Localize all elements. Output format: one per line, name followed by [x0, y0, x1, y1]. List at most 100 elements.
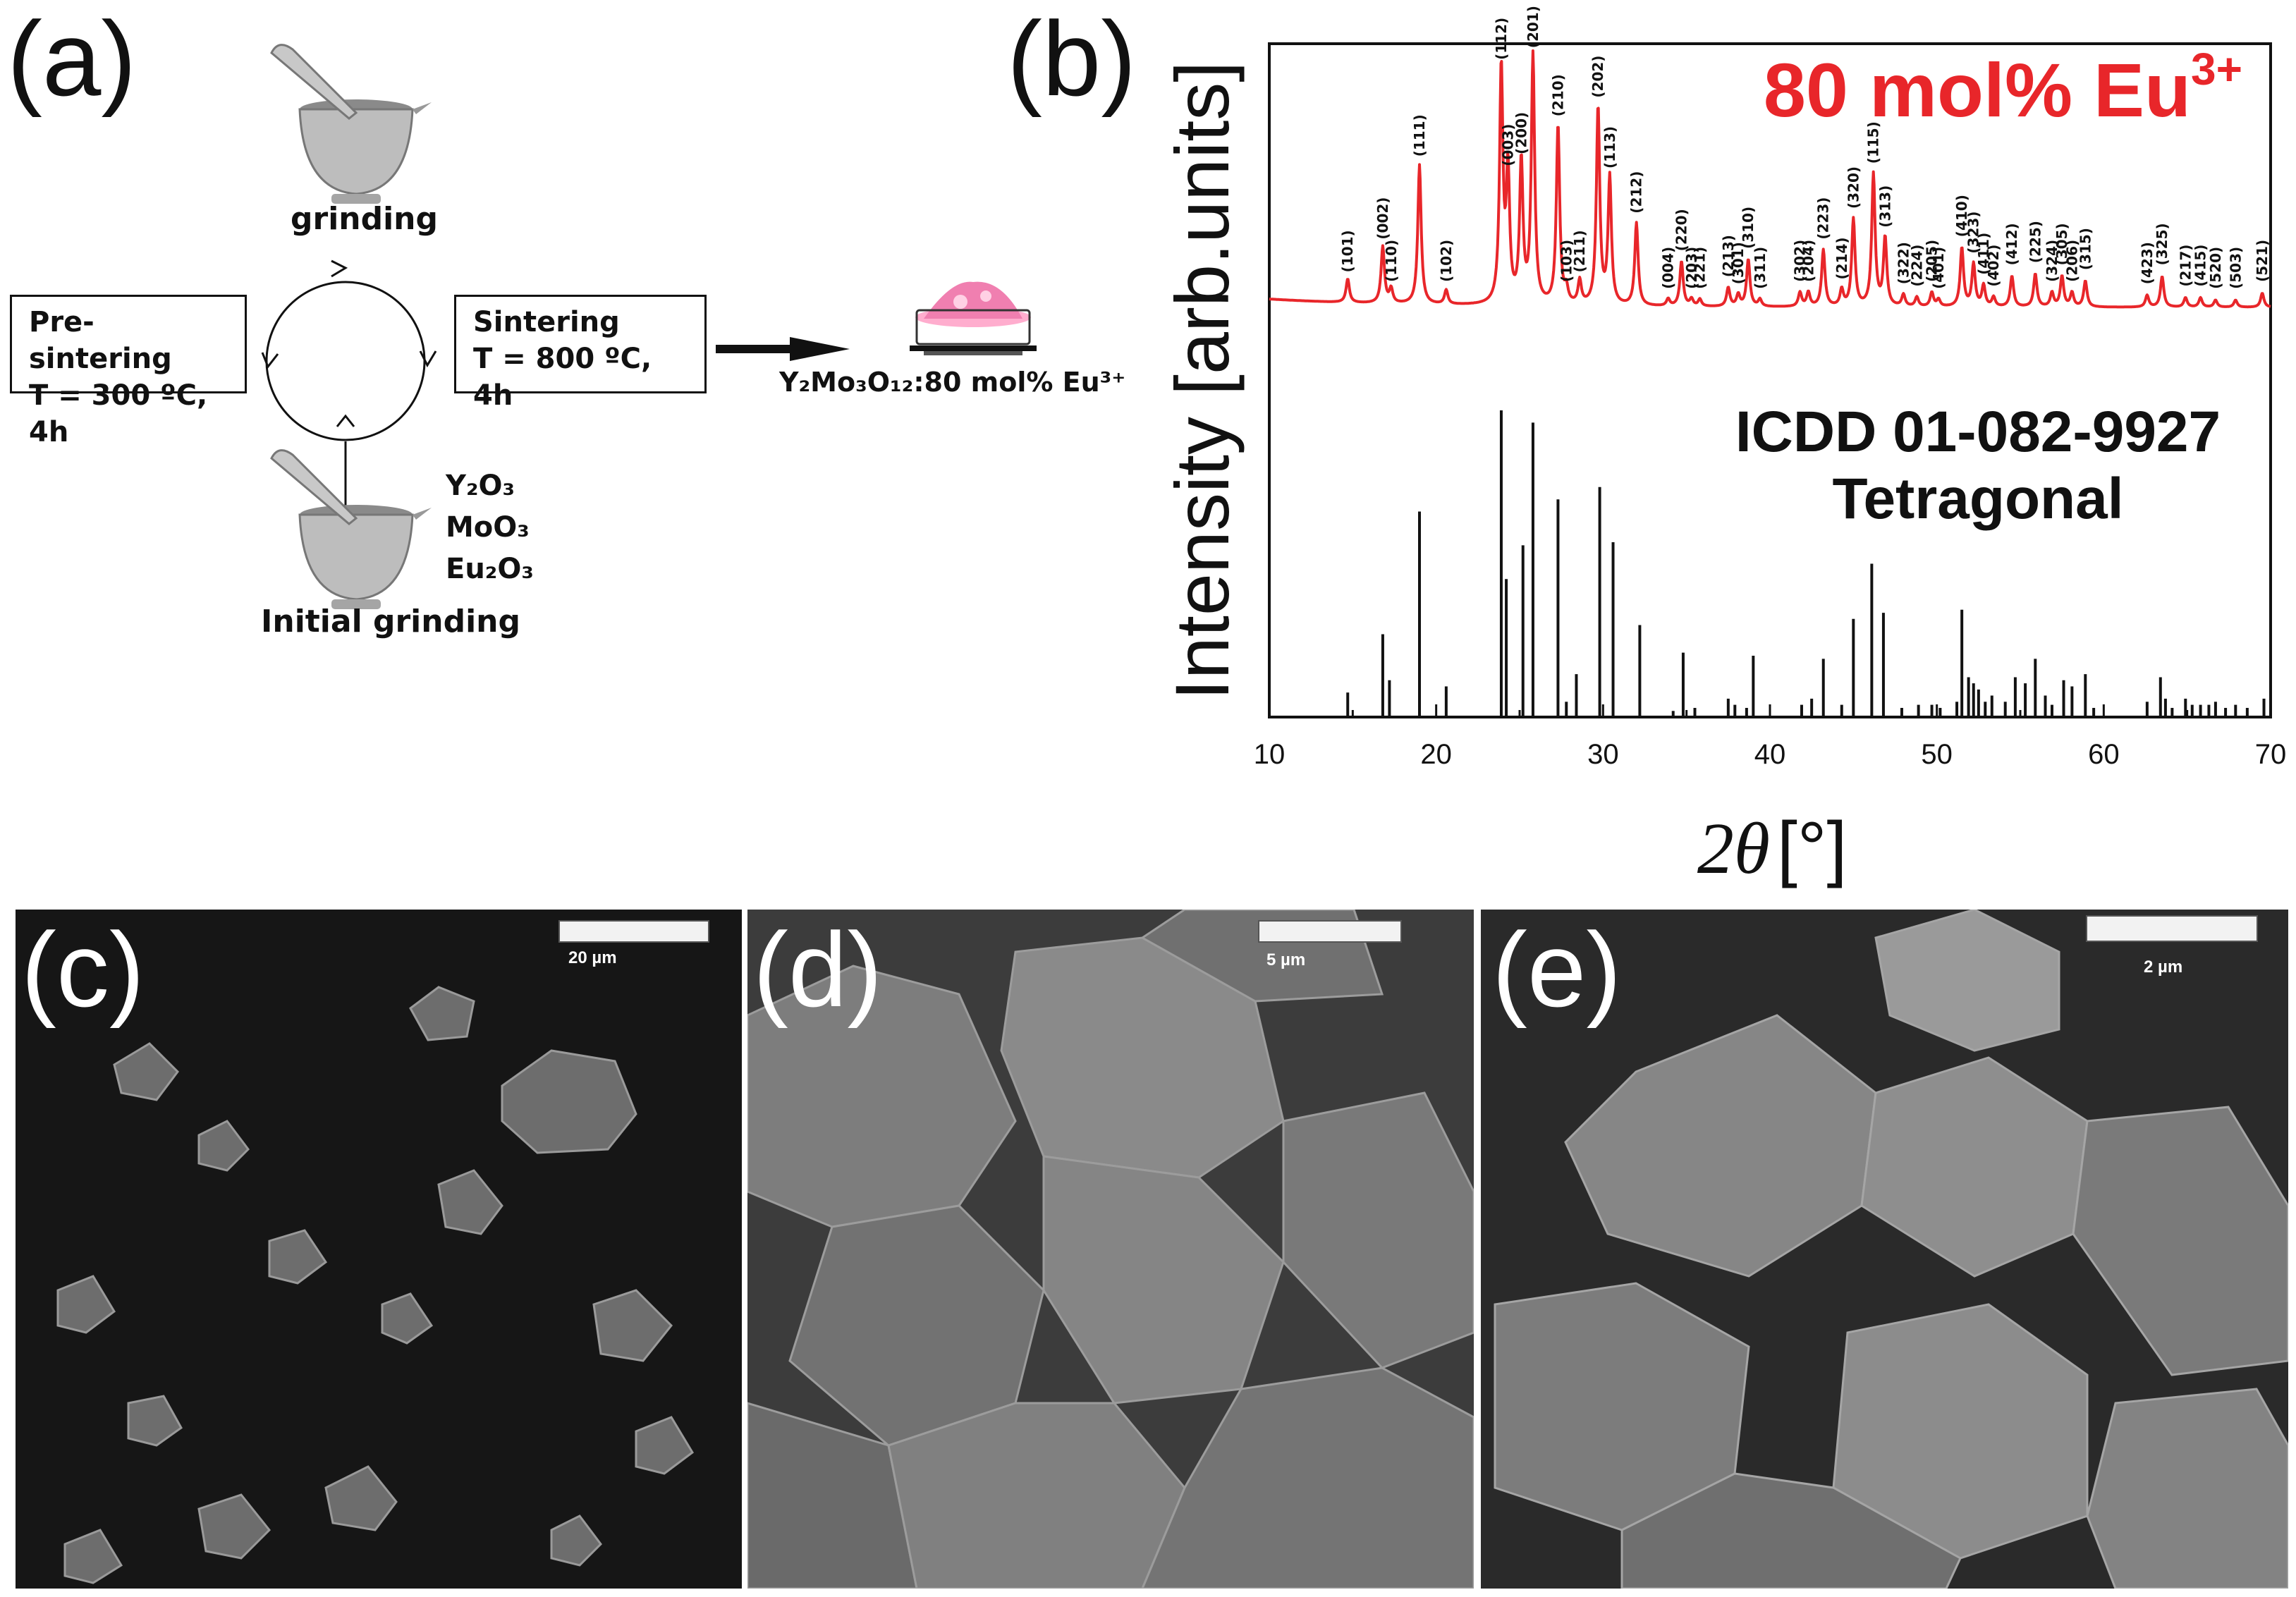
hkl-label: (410)	[1953, 195, 1970, 237]
hkl-label: (101)	[1339, 230, 1356, 272]
hkl-label: (224)	[1908, 245, 1925, 287]
scale-bar-d	[1258, 920, 1402, 943]
hkl-label: (310)	[1740, 207, 1757, 249]
scale-label-c: 20 µm	[568, 948, 617, 967]
sem-image-e	[1481, 910, 2288, 1589]
hkl-label: (320)	[1845, 166, 1862, 209]
scale-bar-c	[558, 920, 709, 943]
panel-label-c: (c)	[21, 910, 145, 1029]
hkl-label: (220)	[1673, 209, 1690, 251]
mortar-initial-grinding-icon	[270, 449, 432, 609]
sem-texture-e	[1481, 910, 2288, 1589]
panel-label-a: (a)	[7, 0, 137, 118]
hkl-label: (212)	[1628, 171, 1645, 214]
hkl-label: (411)	[1975, 233, 1992, 275]
hkl-label: (311)	[1752, 247, 1769, 289]
hkl-label: (412)	[2003, 223, 2020, 265]
hkl-label: (214)	[1833, 237, 1850, 279]
x-tick-label: 10	[1254, 739, 1286, 770]
xrd-chart: (101) (002)(110) (111) (102) (112) (003)(200)…	[1159, 6, 2287, 889]
hkl-label: (401)	[1930, 247, 1947, 289]
hkl-label: (217)	[2177, 245, 2194, 287]
hkl-label: (103)	[1558, 240, 1575, 282]
hkl-label: (002)	[1374, 197, 1391, 240]
hkl-label: (315)	[2077, 228, 2094, 270]
hkl-label: (200)	[1513, 112, 1529, 154]
hkl-label: (521)	[2254, 240, 2271, 282]
x-axis-label-unit: [°]	[1777, 807, 1847, 889]
reagent-y2o3: Y₂O₃	[446, 470, 515, 502]
sintering-box: Sintering T = 800 ºC, 4h	[454, 295, 707, 412]
hkl-label: (225)	[2027, 221, 2044, 263]
hkl-label: (112)	[1493, 18, 1510, 60]
scale-label-d: 5 µm	[1266, 950, 1306, 969]
hkl-label: (402)	[1985, 245, 2002, 287]
hkl-label: (206)	[2063, 240, 2080, 282]
hkl-label: (305)	[2053, 223, 2070, 265]
hkl-label: (004)	[1660, 247, 1677, 289]
pre-sintering-title: Pre-sintering	[29, 306, 172, 375]
hkl-label: (302)	[1792, 240, 1809, 282]
pre-sintering-box: Pre-sintering T = 300 ºC, 4h	[10, 295, 247, 448]
hkl-label: (205)	[1924, 240, 1941, 282]
hkl-label: (322)	[1895, 242, 1912, 284]
scale-bar-e	[2086, 915, 2258, 942]
hkl-label: (204)	[1800, 240, 1816, 282]
x-tick-label: 60	[2088, 739, 2120, 770]
panel-label-e: (e)	[1492, 910, 1622, 1029]
hkl-label: (520)	[2207, 247, 2224, 289]
x-tick-label: 50	[1921, 739, 1953, 770]
sem-texture-c	[16, 910, 742, 1589]
panel-label-b: (b)	[1007, 0, 1137, 118]
hkl-label: (323)	[1965, 212, 1982, 254]
sem-texture-d	[747, 910, 1474, 1589]
sintering-title: Sintering	[473, 306, 620, 338]
scale-label-e: 2 µm	[2144, 957, 2183, 977]
hkl-label: (113)	[1601, 126, 1618, 169]
series-line-80mol-eu	[1268, 49, 2272, 309]
x-tick-label: 20	[1420, 739, 1452, 770]
hkl-label: (324)	[2044, 240, 2060, 282]
hkl-label: (423)	[2139, 242, 2156, 284]
arrow-to-product-icon	[716, 337, 850, 361]
y-axis-label: Intensity [arb.units]	[1159, 61, 1245, 700]
hkl-label: (503)	[2227, 247, 2244, 289]
hkl-label: (313)	[1876, 185, 1893, 228]
initial-grinding-label: Initial grinding	[261, 604, 520, 640]
hkl-label: (223)	[1815, 197, 1832, 240]
petri-dish-icon	[910, 281, 1037, 355]
hkl-label: (213)	[1720, 235, 1737, 277]
x-tick-label: 40	[1754, 739, 1786, 770]
x-axis-label-symbol: 2θ	[1697, 808, 1770, 889]
pre-sintering-conditions: T = 300 ºC, 4h	[29, 379, 208, 448]
x-tick-label: 30	[1587, 739, 1619, 770]
panel-label-d: (d)	[753, 910, 883, 1029]
sem-image-d	[747, 910, 1474, 1589]
series-label-tetragonal: Tetragonal	[1832, 467, 2123, 531]
grinding-label: grinding	[291, 201, 438, 237]
hkl-label: (003)	[1499, 124, 1516, 166]
sintering-conditions: T = 800 ºC, 4h	[473, 343, 652, 412]
hkl-label: (111)	[1411, 114, 1428, 157]
sem-image-c	[16, 910, 742, 1589]
hkl-label: (110)	[1383, 240, 1400, 282]
hkl-label: (211)	[1571, 230, 1588, 272]
product-label: Y₂Mo₃O₁₂:80 mol% Eu³⁺	[779, 367, 1126, 398]
hkl-label: (203)	[1683, 247, 1700, 289]
series-label-80mol-eu: 80 mol% Eu3+	[1764, 44, 2242, 133]
hkl-label: (325)	[2154, 223, 2170, 265]
reagent-moo3: MoO₃	[446, 511, 530, 544]
hkl-label: (221)	[1692, 247, 1709, 289]
hkl-label: (201)	[1525, 6, 1541, 48]
reagent-eu2o3: Eu₂O₃	[446, 553, 534, 585]
series-label-icdd: ICDD 01-082-9927	[1735, 400, 2221, 464]
hkl-label: (102)	[1438, 240, 1455, 282]
hkl-label: (415)	[2192, 245, 2209, 287]
hkl-label: (301)	[1730, 242, 1747, 284]
synthesis-diagram	[261, 44, 1037, 609]
hkl-label: (202)	[1589, 56, 1606, 98]
hkl-label: (115)	[1865, 121, 1882, 164]
hkl-label: (210)	[1549, 74, 1566, 116]
x-tick-label: 70	[2255, 739, 2287, 770]
mortar-grinding-icon	[270, 44, 432, 204]
